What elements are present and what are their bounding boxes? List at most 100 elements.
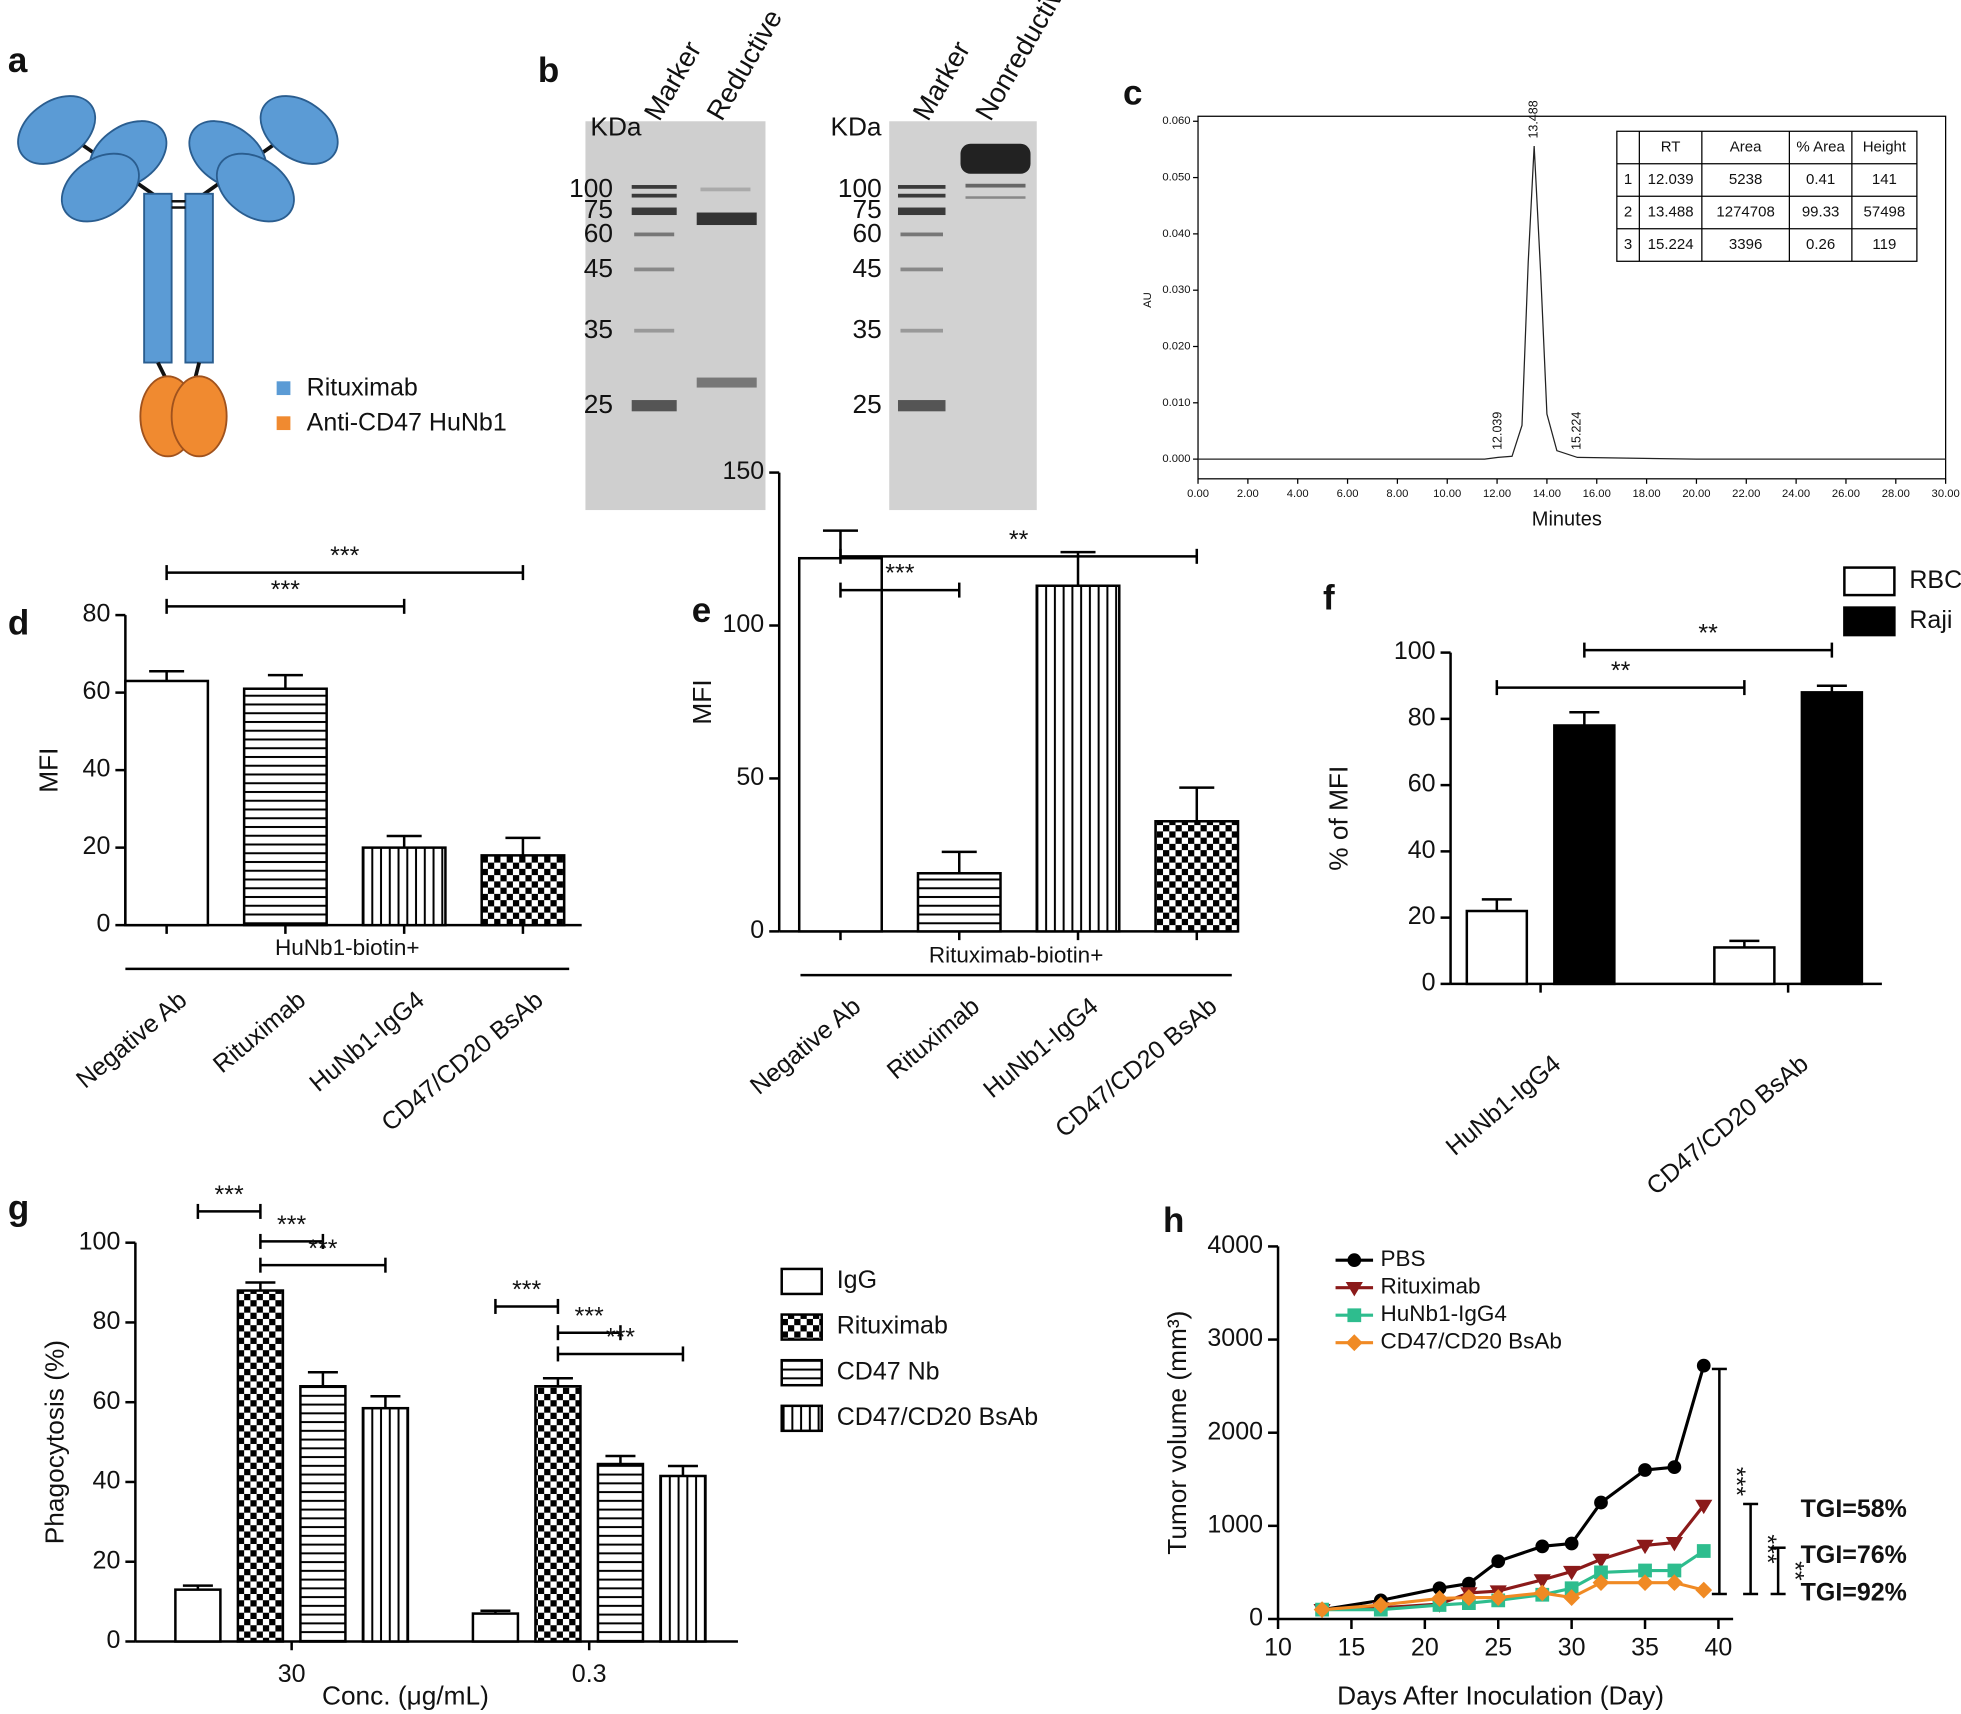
y-tick-label: 0.040	[1162, 228, 1190, 240]
marker	[1636, 1539, 1654, 1555]
legend-label: Rituximab	[837, 1312, 948, 1340]
band	[631, 185, 677, 189]
y-axis-label: Tumor volume (mm³)	[1162, 1311, 1192, 1555]
significance-label: ***	[512, 1276, 541, 1304]
y-axis-label: MFI	[33, 748, 63, 793]
x-tick-label: 4.00	[1287, 488, 1309, 500]
y-tick-label: 20	[1408, 902, 1436, 930]
x-tick-label: 20	[1411, 1634, 1439, 1662]
marker	[1563, 1589, 1581, 1606]
x-axis-label: Days After Inoculation (Day)	[1337, 1681, 1664, 1711]
table-cell: 0.26	[1806, 236, 1835, 253]
significance-label: ***	[606, 1324, 635, 1352]
x-tick-label: 15	[1338, 1634, 1366, 1662]
x-tick-label: 28.00	[1882, 488, 1910, 500]
band	[900, 328, 943, 333]
marker	[1347, 1308, 1362, 1323]
x-tick-label: 12.00	[1483, 488, 1511, 500]
band	[696, 377, 757, 388]
marker	[1533, 1584, 1551, 1602]
table-header: Height	[1863, 138, 1907, 155]
y-tick-label: 40	[1408, 836, 1436, 864]
marker	[1594, 1565, 1608, 1580]
legend-swatch	[780, 1313, 823, 1341]
bar	[1713, 946, 1776, 986]
x-tick-label: 35	[1631, 1634, 1659, 1662]
marker-lane	[631, 185, 677, 412]
annotation: TGI=58%	[1801, 1495, 1907, 1523]
x-tick-label: 10	[1264, 1634, 1292, 1662]
y-tick-label: 80	[1408, 703, 1436, 731]
panel-label: a	[8, 41, 28, 80]
significance-label: ***	[277, 1211, 306, 1239]
significance-label: **	[1611, 657, 1631, 685]
x-tick-label: HuNb1-IgG4	[978, 992, 1104, 1104]
y-tick-label: 0.010	[1162, 397, 1190, 409]
band	[634, 267, 675, 272]
lane-label: Marker	[638, 36, 708, 126]
marker	[1666, 1574, 1683, 1592]
legend-label: Raji	[1909, 606, 1952, 634]
fc-chain	[143, 192, 173, 364]
fc-chain	[184, 192, 214, 364]
x-tick-label: 8.00	[1386, 488, 1408, 500]
significance-label: ***	[308, 1235, 337, 1263]
mw-label: 25	[584, 389, 613, 419]
table-cell: 5238	[1729, 171, 1762, 188]
mw-label: 25	[853, 389, 882, 419]
significance-label: ***	[575, 1302, 604, 1330]
band	[900, 267, 943, 272]
marker	[1313, 1601, 1331, 1619]
band	[634, 232, 675, 237]
legend-swatch	[780, 1358, 823, 1387]
legend-swatch	[780, 1404, 823, 1433]
y-tick-label: 0.050	[1162, 172, 1190, 184]
marker	[1592, 1574, 1610, 1592]
y-tick-label: 0.030	[1162, 284, 1190, 296]
band	[631, 207, 677, 216]
x-tick-label: HuNb1-IgG4	[1441, 1050, 1567, 1162]
marker	[1347, 1253, 1362, 1268]
bar	[659, 1474, 707, 1643]
bar	[174, 1588, 222, 1643]
band	[965, 196, 1026, 199]
y-tick-label: 80	[93, 1307, 121, 1335]
bar	[124, 679, 210, 927]
legend-label: HuNb1-IgG4	[1381, 1301, 1507, 1326]
x-axis-label: Minutes	[1532, 508, 1602, 530]
gel	[585, 121, 766, 511]
panel-label: d	[8, 603, 29, 642]
y-axis-label: AU	[1142, 292, 1154, 308]
legend-label: CD47/CD20 BsAb	[837, 1403, 1038, 1431]
legend-label: Rituximab	[307, 373, 418, 401]
nanobody	[170, 375, 228, 458]
marker-lane	[897, 185, 946, 412]
panel-label: e	[692, 591, 711, 630]
marker	[1636, 1574, 1654, 1592]
annotation: TGI=92%	[1801, 1579, 1907, 1607]
marker	[1592, 1553, 1610, 1569]
y-tick-label: 100	[1394, 637, 1436, 665]
marker	[1695, 1499, 1713, 1515]
annotation: TGI=76%	[1801, 1541, 1907, 1569]
x-tick-label: 24.00	[1782, 488, 1810, 500]
y-axis-label: Phagocytosis (%)	[40, 1340, 70, 1544]
legend-label: Anti-CD47 HuNb1	[307, 408, 507, 436]
band	[965, 183, 1026, 188]
bar	[1800, 691, 1864, 986]
table-header: RT	[1661, 138, 1681, 155]
table-cell: 1	[1624, 171, 1632, 188]
band	[897, 193, 946, 198]
x-tick-label: 30.00	[1932, 488, 1960, 500]
marker	[1372, 1596, 1390, 1614]
x-tick-label: 14.00	[1533, 488, 1561, 500]
band	[897, 400, 946, 412]
y-tick-label: 20	[93, 1546, 121, 1574]
mw-label: 45	[853, 253, 882, 283]
table-cell: 99.33	[1802, 203, 1840, 220]
panel-label: f	[1323, 578, 1335, 617]
y-tick-label: 40	[93, 1467, 121, 1495]
significance-label: ***	[1722, 1467, 1750, 1496]
bar	[471, 1612, 520, 1643]
x-tick-label: HuNb1-IgG4	[304, 986, 430, 1098]
